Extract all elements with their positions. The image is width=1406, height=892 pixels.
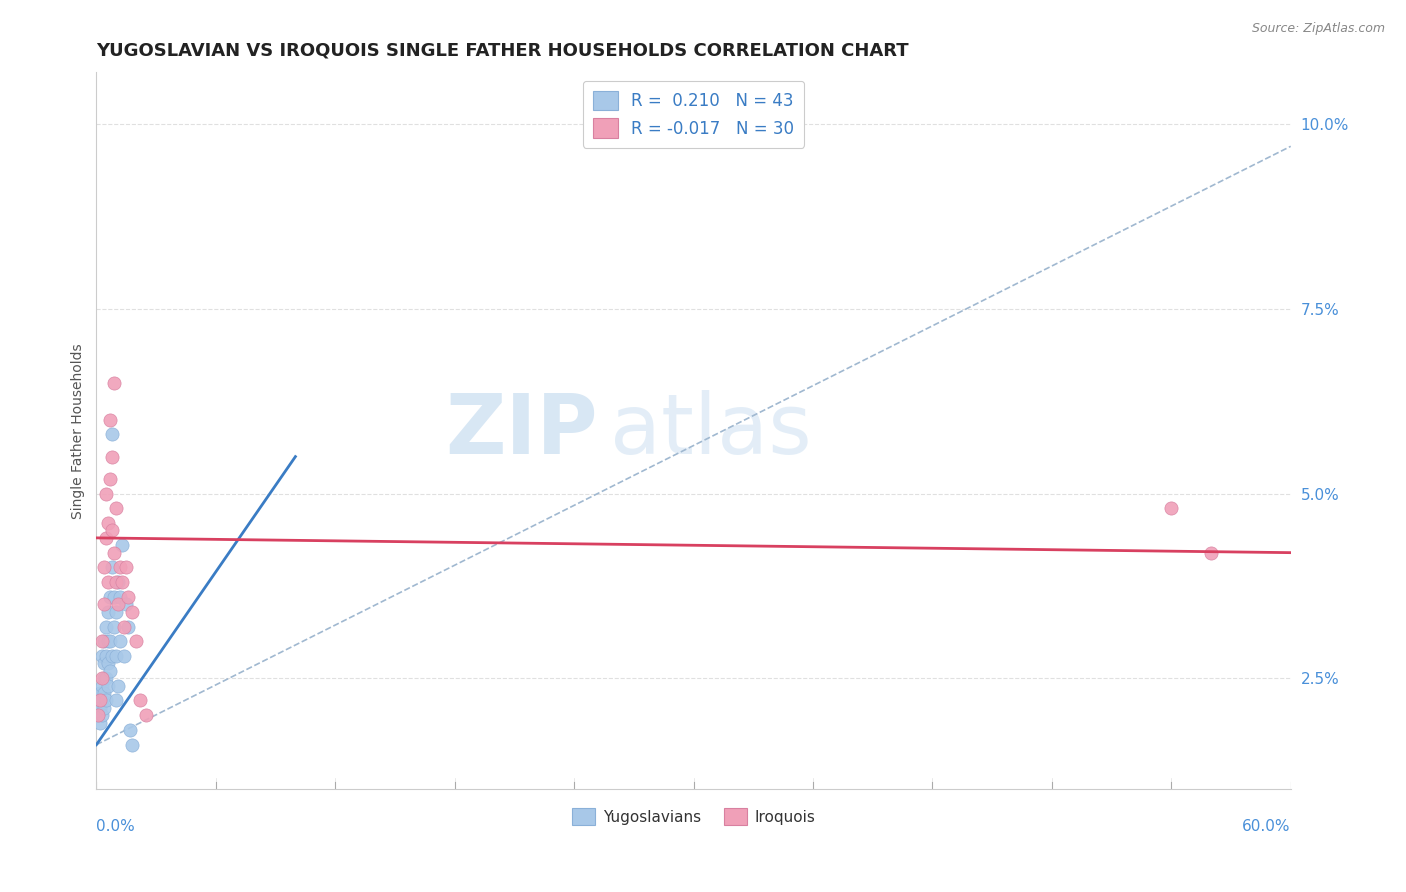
Point: [105, 501, 128, 516]
Point: [103, 619, 125, 633]
Point: [105, 605, 128, 619]
Point: [97, 657, 120, 671]
Text: Source: ZipAtlas.com: Source: ZipAtlas.com: [1251, 22, 1385, 36]
Legend: Yugoslavians, Iroquois: Yugoslavians, Iroquois: [565, 802, 821, 831]
Text: ZIP: ZIP: [446, 391, 598, 471]
Point: [96, 693, 118, 707]
Y-axis label: Single Father Households: Single Father Households: [72, 343, 86, 518]
Point: [125, 634, 148, 648]
Point: [105, 693, 128, 707]
Point: [1160, 501, 1182, 516]
Point: [93, 560, 115, 574]
Point: [93, 686, 115, 700]
Point: [91, 693, 114, 707]
Point: [91, 679, 114, 693]
Point: [87, 693, 110, 707]
Point: [97, 634, 120, 648]
Point: [107, 679, 129, 693]
Point: [93, 657, 115, 671]
Point: [89, 715, 111, 730]
Point: [98, 472, 121, 486]
Point: [105, 649, 128, 664]
Point: [87, 708, 110, 723]
Point: [96, 619, 118, 633]
Point: [103, 546, 125, 560]
Point: [103, 376, 125, 390]
Point: [91, 671, 114, 685]
Point: [97, 575, 120, 590]
Point: [115, 598, 138, 612]
Point: [110, 634, 132, 648]
Point: [93, 701, 115, 715]
Point: [101, 450, 124, 464]
Point: [97, 679, 120, 693]
Point: [110, 560, 132, 574]
Point: [1199, 546, 1222, 560]
Point: [101, 560, 124, 574]
Point: [96, 671, 118, 685]
Text: YUGOSLAVIAN VS IROQUOIS SINGLE FATHER HOUSEHOLDS CORRELATION CHART: YUGOSLAVIAN VS IROQUOIS SINGLE FATHER HO…: [97, 42, 908, 60]
Point: [93, 598, 115, 612]
Point: [93, 634, 115, 648]
Point: [101, 524, 124, 538]
Point: [96, 649, 118, 664]
Point: [117, 619, 139, 633]
Point: [98, 664, 121, 678]
Point: [112, 649, 135, 664]
Point: [135, 708, 157, 723]
Point: [96, 486, 118, 500]
Point: [97, 516, 120, 530]
Point: [98, 590, 121, 604]
Point: [120, 723, 142, 737]
Point: [121, 738, 143, 752]
Point: [112, 619, 135, 633]
Point: [89, 701, 111, 715]
Point: [105, 575, 128, 590]
Text: 60.0%: 60.0%: [1243, 819, 1291, 834]
Point: [107, 575, 129, 590]
Point: [107, 598, 129, 612]
Point: [110, 590, 132, 604]
Point: [101, 427, 124, 442]
Text: 0.0%: 0.0%: [97, 819, 135, 834]
Point: [91, 649, 114, 664]
Point: [89, 686, 111, 700]
Point: [87, 708, 110, 723]
Point: [101, 649, 124, 664]
Point: [103, 590, 125, 604]
Point: [121, 605, 143, 619]
Point: [98, 412, 121, 426]
Point: [93, 671, 115, 685]
Point: [98, 634, 121, 648]
Point: [111, 575, 134, 590]
Point: [91, 708, 114, 723]
Point: [89, 693, 111, 707]
Point: [129, 693, 152, 707]
Text: atlas: atlas: [610, 391, 811, 471]
Point: [91, 634, 114, 648]
Point: [115, 560, 138, 574]
Point: [111, 538, 134, 552]
Point: [97, 605, 120, 619]
Point: [117, 590, 139, 604]
Point: [96, 531, 118, 545]
